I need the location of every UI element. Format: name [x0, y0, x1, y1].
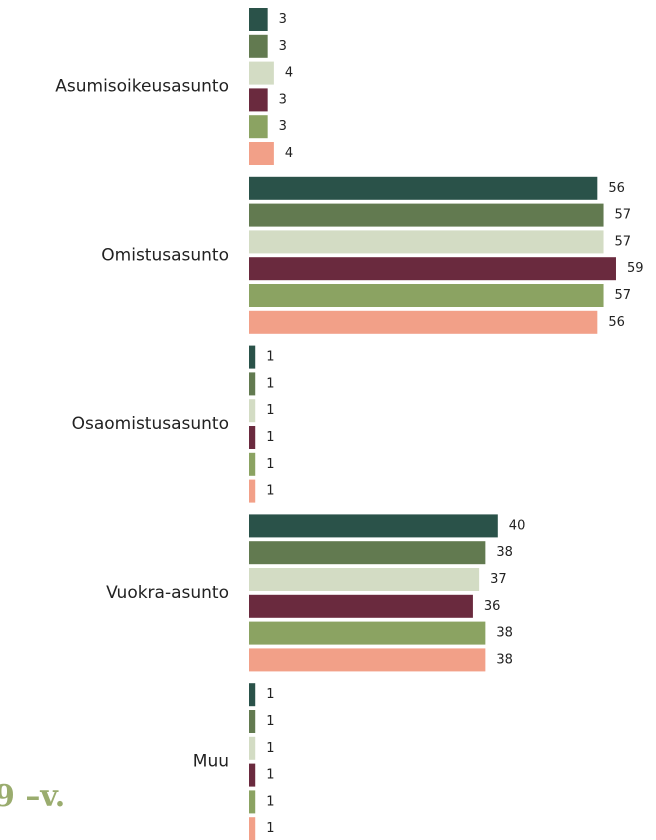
- bar: [249, 310, 598, 334]
- value-label: 57: [615, 208, 632, 223]
- bar: [249, 452, 256, 476]
- bar: [249, 284, 604, 307]
- bar: [249, 399, 256, 423]
- category-label: Omistusasunto: [101, 245, 229, 265]
- value-label: 38: [496, 545, 513, 560]
- bar: [249, 257, 616, 281]
- category-label: Vuokra-asunto: [106, 583, 229, 603]
- bar: [249, 621, 486, 645]
- value-label: 1: [266, 484, 274, 499]
- value-label: 3: [279, 119, 287, 134]
- bar: [249, 683, 256, 707]
- bar: [249, 479, 256, 503]
- value-label: 37: [490, 572, 507, 587]
- value-label: 1: [266, 457, 274, 472]
- bar: [249, 8, 268, 31]
- value-label: 3: [279, 92, 287, 107]
- value-label: 1: [266, 714, 274, 729]
- bar: [249, 115, 268, 139]
- bar: [249, 514, 498, 538]
- bar: [249, 426, 256, 449]
- category-label: Muu: [193, 752, 229, 772]
- value-label: 1: [266, 376, 274, 391]
- value-label: 57: [615, 288, 632, 303]
- bar: [249, 763, 256, 787]
- value-label: 1: [266, 768, 274, 783]
- value-label: 36: [484, 599, 501, 614]
- value-label: 1: [266, 794, 274, 809]
- bar: [249, 710, 256, 733]
- bar: [249, 648, 486, 672]
- value-label: 38: [496, 652, 513, 667]
- value-label: 57: [615, 234, 632, 249]
- category-label: Osaomistusasunto: [72, 414, 229, 434]
- value-label: 1: [266, 821, 274, 836]
- bar: [249, 568, 480, 591]
- bar: [249, 203, 604, 227]
- value-label: 38: [496, 626, 513, 641]
- value-label: 1: [266, 741, 274, 756]
- value-label: 1: [266, 430, 274, 445]
- value-label: 56: [608, 181, 625, 196]
- value-label: 40: [509, 518, 526, 533]
- bar: [249, 61, 274, 85]
- value-label: 1: [266, 403, 274, 418]
- value-label: 4: [285, 66, 293, 81]
- value-label: 59: [627, 261, 644, 276]
- bar: [249, 790, 256, 814]
- bar: [249, 88, 268, 112]
- value-label: 56: [608, 315, 625, 330]
- bar: [249, 34, 268, 58]
- value-label: 4: [285, 146, 293, 161]
- bar: [249, 142, 274, 165]
- annotation: 9 –v.: [0, 779, 65, 814]
- value-label: 1: [266, 687, 274, 702]
- bar: [249, 541, 486, 565]
- bar: [249, 736, 256, 760]
- value-label: 1: [266, 350, 274, 365]
- value-label: 3: [279, 39, 287, 54]
- value-label: 3: [279, 12, 287, 27]
- bar: [249, 817, 256, 840]
- category-label: Asumisoikeusasunto: [55, 77, 229, 97]
- bar: [249, 176, 598, 200]
- bar: [249, 594, 473, 618]
- bar: [249, 345, 256, 369]
- bar: [249, 230, 604, 254]
- bar: [249, 372, 256, 396]
